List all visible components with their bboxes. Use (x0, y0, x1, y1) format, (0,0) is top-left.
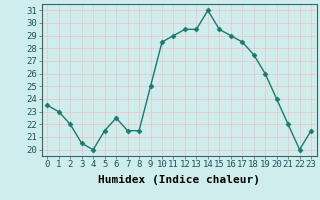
X-axis label: Humidex (Indice chaleur): Humidex (Indice chaleur) (98, 175, 260, 185)
